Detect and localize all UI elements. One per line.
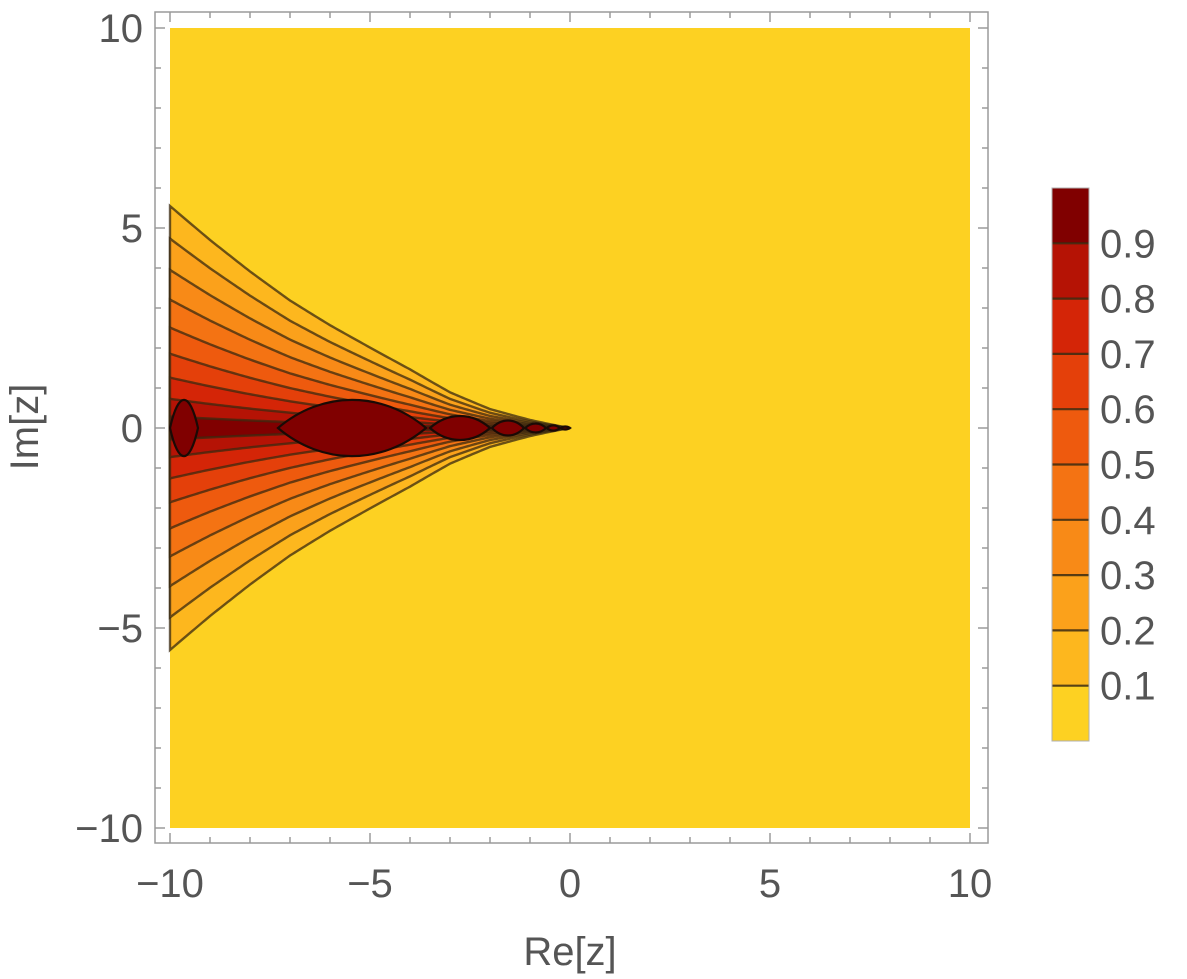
x-tick-label: −10 bbox=[136, 862, 204, 906]
legend-tick-label: 0.6 bbox=[1100, 388, 1156, 432]
legend-swatch-4 bbox=[1052, 464, 1089, 520]
legend-swatch-6 bbox=[1052, 353, 1089, 410]
contour-lobe-5 bbox=[523, 422, 548, 434]
y-axis-label: Im[z] bbox=[3, 384, 47, 471]
contour-lobe-1 bbox=[168, 398, 200, 458]
y-tick-label: 10 bbox=[99, 7, 144, 51]
legend-swatch-8 bbox=[1052, 243, 1089, 299]
y-axis-ticks: −10 −5 0 5 10 bbox=[75, 7, 988, 851]
contour-lobe-3 bbox=[428, 415, 492, 441]
color-legend: 0.1 0.2 0.3 0.4 0.5 0.6 0.7 0.8 0.9 bbox=[1051, 187, 1156, 742]
legend-tick-label: 0.2 bbox=[1100, 609, 1156, 653]
legend-swatch-3 bbox=[1052, 519, 1089, 576]
legend-tick-label: 0.4 bbox=[1100, 499, 1156, 543]
legend-border bbox=[1051, 187, 1090, 742]
x-tick-label: 5 bbox=[759, 862, 781, 906]
legend-tick-label: 0.9 bbox=[1100, 222, 1156, 266]
legend-swatch-9 bbox=[1052, 188, 1089, 244]
legend-tick-label: 0.1 bbox=[1100, 665, 1156, 709]
contour-lobe-2 bbox=[276, 398, 428, 458]
y-tick-label: −10 bbox=[75, 807, 143, 851]
y-tick-label: 0 bbox=[121, 407, 143, 451]
legend-tick-label: 0.5 bbox=[1100, 444, 1156, 488]
x-axis-ticks: −10 −5 0 5 10 bbox=[136, 12, 992, 906]
legend-tick-label: 0.3 bbox=[1100, 554, 1156, 598]
contour-lobe-7 bbox=[558, 425, 572, 431]
contour-lobe-6 bbox=[545, 424, 562, 432]
y-tick-label: −5 bbox=[97, 607, 143, 651]
legend-swatch-0 bbox=[1052, 685, 1089, 741]
legend-swatch-2 bbox=[1052, 575, 1089, 631]
y-tick-label: 5 bbox=[121, 207, 143, 251]
contour-field bbox=[168, 28, 970, 828]
contour-lobe-4 bbox=[490, 419, 526, 437]
x-tick-label: 0 bbox=[559, 862, 581, 906]
legend-tick-label: 0.7 bbox=[1100, 333, 1156, 377]
x-tick-label: −5 bbox=[347, 862, 393, 906]
x-axis-label: Re[z] bbox=[523, 930, 616, 974]
legend-swatch-1 bbox=[1052, 630, 1089, 686]
legend-tick-label: 0.8 bbox=[1100, 278, 1156, 322]
legend-swatch-5 bbox=[1052, 409, 1089, 465]
legend-swatch-7 bbox=[1052, 298, 1089, 354]
x-tick-label: 10 bbox=[948, 862, 993, 906]
